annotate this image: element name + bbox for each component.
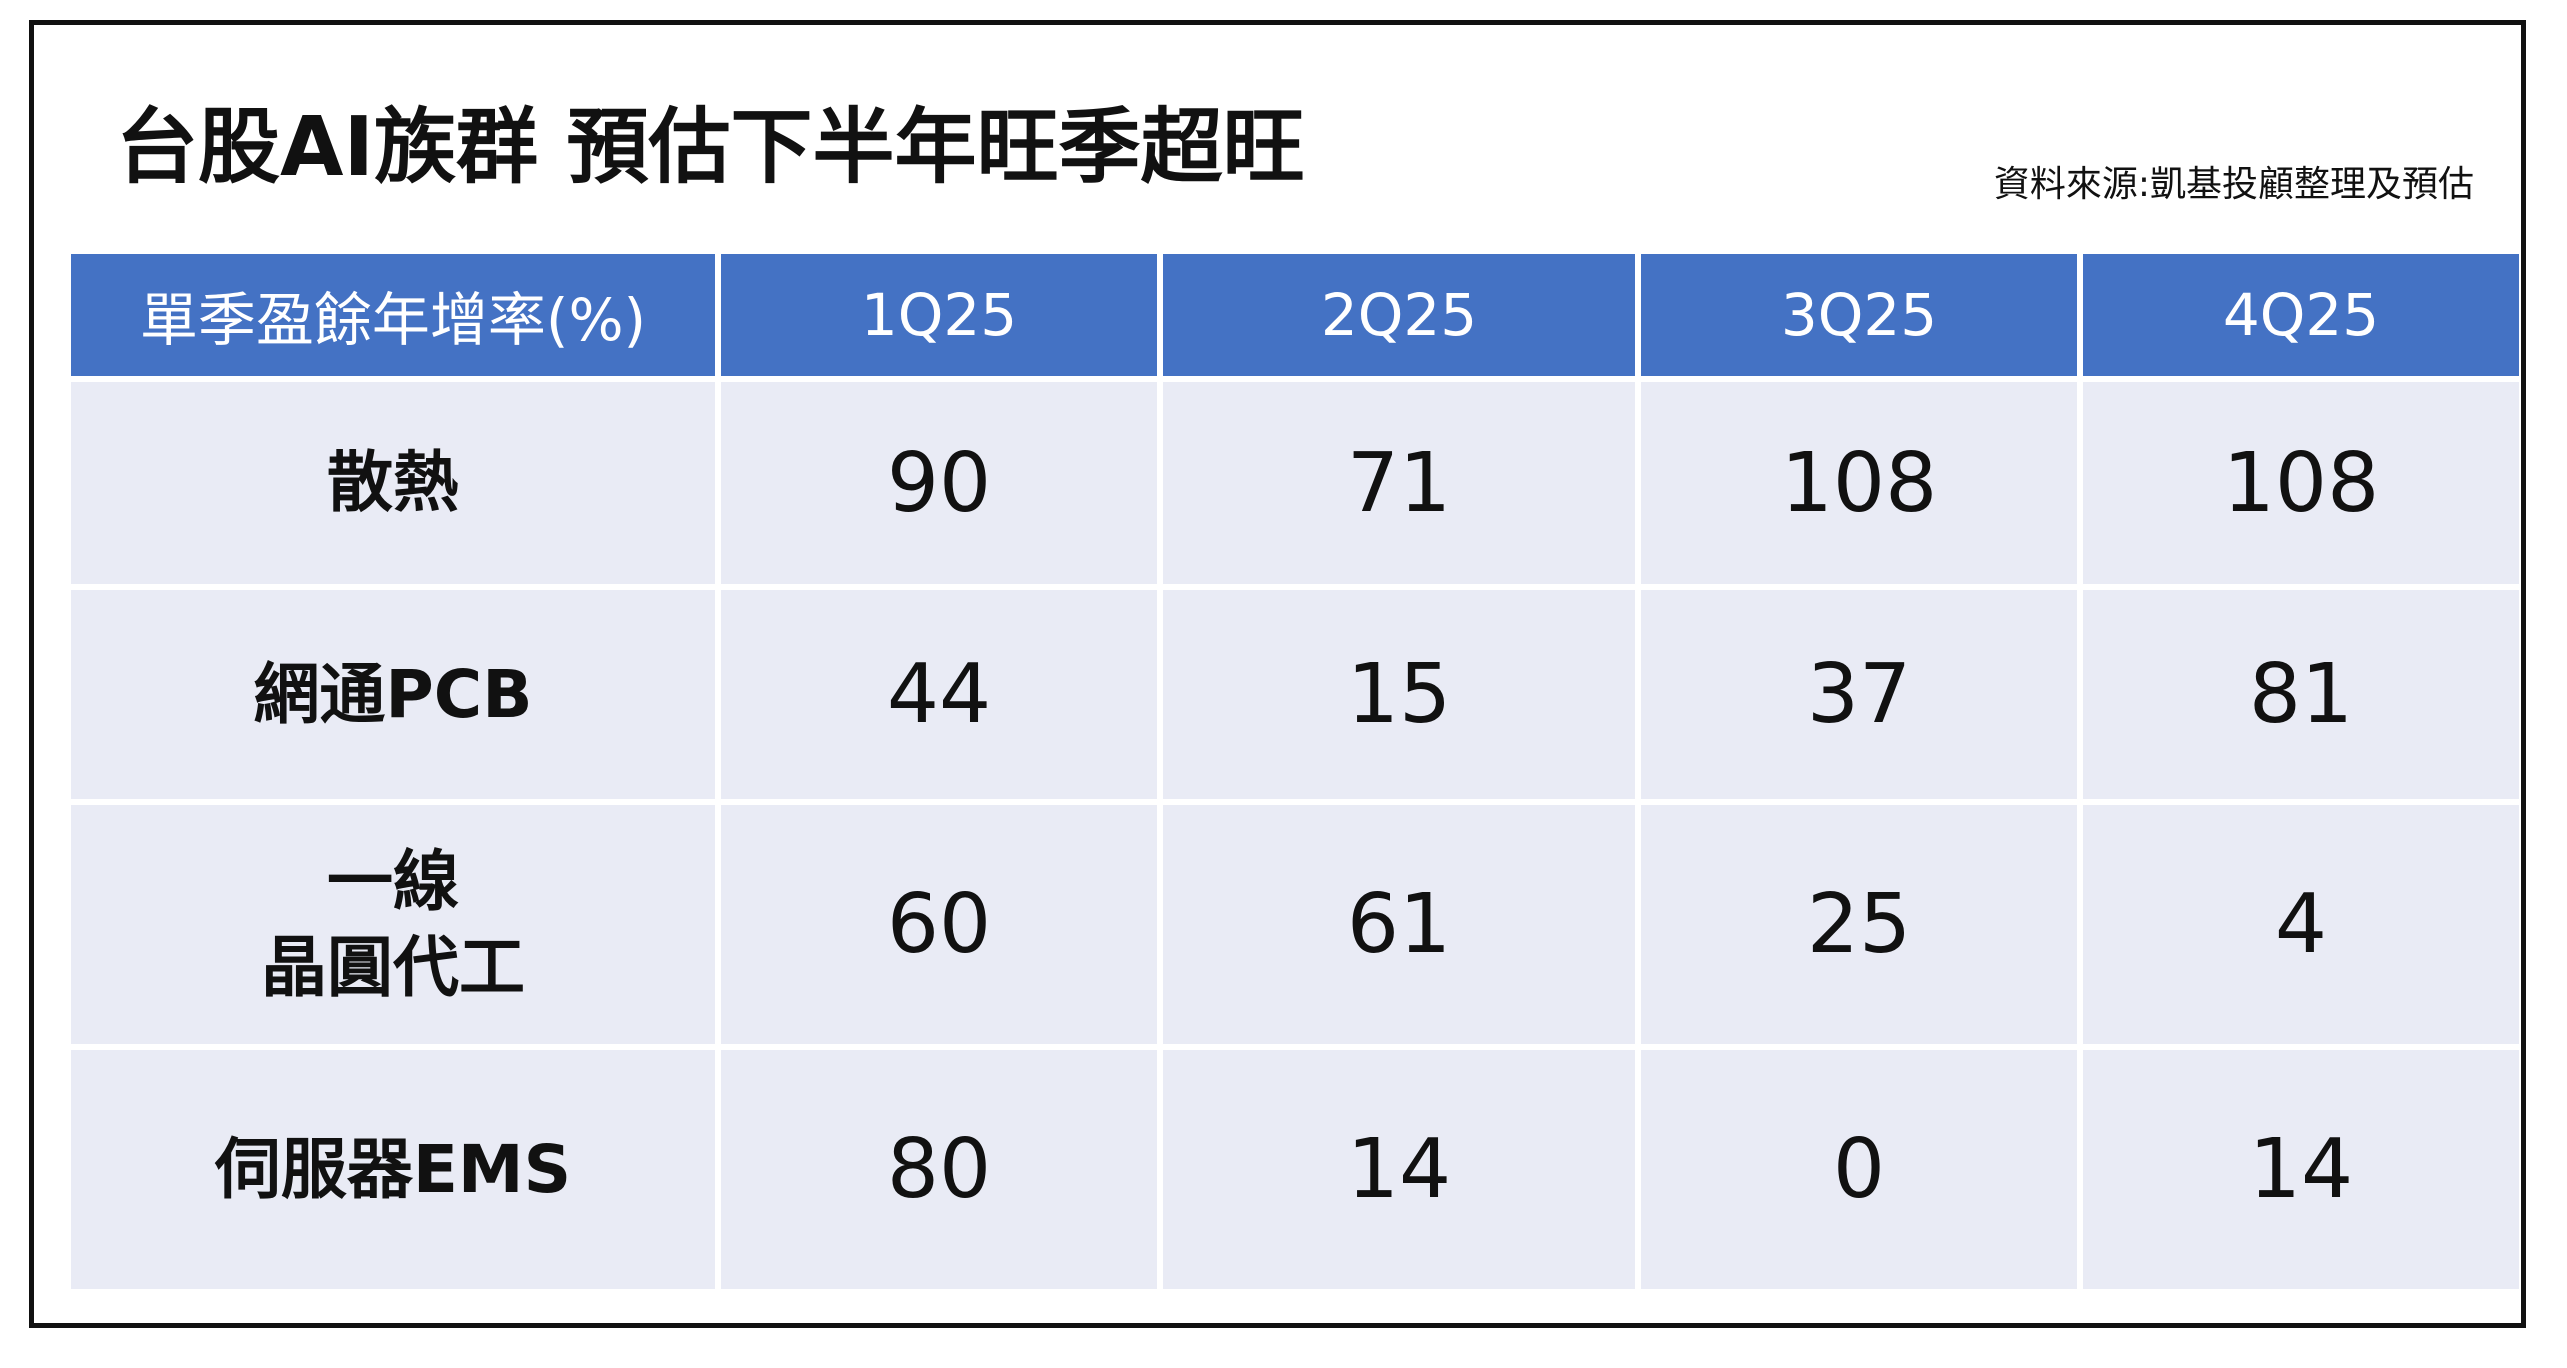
cell-value: 71: [1163, 382, 1635, 584]
cell-value: 61: [1163, 805, 1635, 1044]
cell-value: 80: [721, 1050, 1157, 1289]
row-label: 散熱: [71, 382, 715, 584]
cell-value: 108: [1641, 382, 2077, 584]
row-label-line: 晶圓代工: [261, 928, 525, 1006]
row-label: 網通PCB: [71, 590, 715, 799]
column-header: 1Q25: [721, 254, 1157, 376]
cell-value: 60: [721, 805, 1157, 1044]
frame: 台股AI族群 預估下半年旺季超旺 資料來源:凱基投顧整理及預估 單季盈餘年增率(…: [29, 20, 2526, 1328]
cell-value: 90: [721, 382, 1157, 584]
table: 單季盈餘年增率(%) 1Q25 2Q25 3Q25 4Q25 散熱 90 71 108 108 網通…: [71, 254, 2519, 1289]
row-label-line: 網通PCB: [253, 655, 533, 733]
source: 資料來源:凱基投顧整理及預估: [1993, 164, 2474, 205]
cell-value: 25: [1641, 805, 2077, 1044]
title: 台股AI族群 預估下半年旺季超旺: [116, 100, 1305, 195]
cell-value: 108: [2083, 382, 2519, 584]
cell-value: 4: [2083, 805, 2519, 1044]
cell-value: 0: [1641, 1050, 2077, 1289]
column-header: 2Q25: [1163, 254, 1635, 376]
cell-value: 14: [2083, 1050, 2519, 1289]
cell-value: 14: [1163, 1050, 1635, 1289]
row-label-line: 伺服器EMS: [214, 1130, 572, 1208]
cell-value: 37: [1641, 590, 2077, 799]
cell-value: 81: [2083, 590, 2519, 799]
row-label-line: 一線: [327, 842, 459, 920]
cell-value: 15: [1163, 590, 1635, 799]
column-header: 4Q25: [2083, 254, 2519, 376]
column-header: 單季盈餘年增率(%): [71, 254, 715, 376]
cell-value: 44: [721, 590, 1157, 799]
row-label-line: 散熱: [327, 444, 459, 522]
row-label: 伺服器EMS: [71, 1050, 715, 1289]
column-header: 3Q25: [1641, 254, 2077, 376]
row-label: 一線 晶圓代工: [71, 805, 715, 1044]
